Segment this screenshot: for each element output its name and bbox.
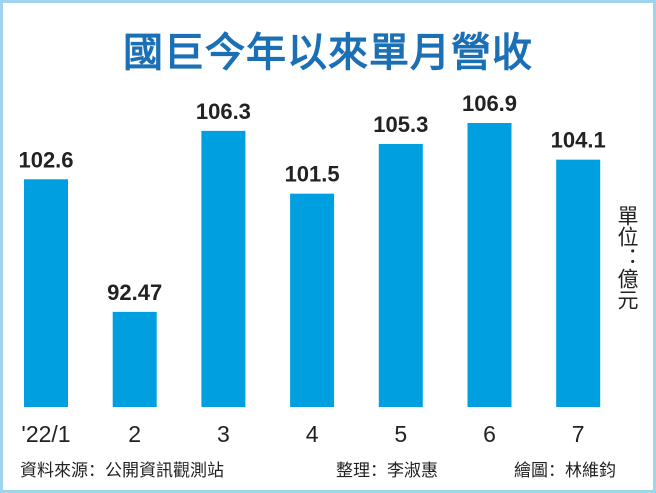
source-note: 資料來源：公開資訊觀測站 <box>20 461 224 481</box>
x-tick-label: '22/1 <box>21 421 70 447</box>
x-tick-label: 7 <box>572 421 585 447</box>
x-tick-label: 2 <box>128 421 141 447</box>
editor-note: 整理：李淑惠 <box>336 461 438 481</box>
bar <box>290 193 335 407</box>
bar <box>467 123 512 407</box>
data-label: 102.6 <box>18 147 73 172</box>
bar <box>556 159 601 407</box>
data-label: 92.47 <box>107 280 162 305</box>
bar <box>201 130 246 407</box>
artist-note: 繪圖：林維鈞 <box>514 461 616 481</box>
data-label: 106.3 <box>196 99 251 124</box>
x-tick-label: 5 <box>394 421 407 447</box>
data-label: 101.5 <box>285 162 340 187</box>
bar <box>24 179 68 407</box>
unit-text: 單位：億元 <box>615 205 639 310</box>
data-label: 104.1 <box>551 128 606 153</box>
data-label: 105.3 <box>373 112 428 137</box>
x-tick-label: 4 <box>306 421 319 447</box>
unit-label: 單位：億元 <box>612 205 642 316</box>
x-tick-label: 6 <box>483 421 496 447</box>
data-label: 106.9 <box>462 91 517 116</box>
bar <box>378 143 423 407</box>
x-tick-label: 3 <box>217 421 230 447</box>
bar <box>112 311 157 407</box>
chart-title: 國巨今年以來單月營收 <box>123 30 533 76</box>
